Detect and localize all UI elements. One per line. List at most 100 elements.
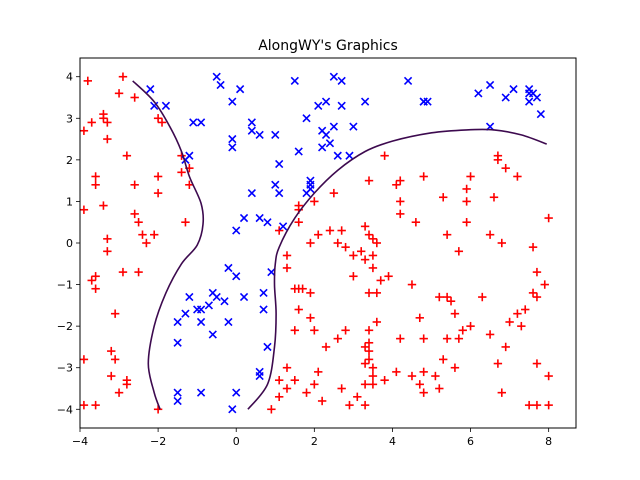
plus-marker bbox=[310, 380, 319, 389]
plus-marker bbox=[314, 367, 323, 377]
plus-marker bbox=[282, 384, 292, 393]
plus-marker bbox=[435, 384, 444, 393]
plus-marker bbox=[521, 305, 530, 314]
y-tick-label: 0 bbox=[66, 237, 73, 250]
plus-marker bbox=[122, 380, 132, 389]
plus-marker bbox=[337, 226, 346, 235]
plus-marker bbox=[501, 163, 510, 173]
plus-marker bbox=[501, 342, 510, 352]
plus-marker bbox=[329, 188, 339, 198]
plus-marker bbox=[310, 326, 319, 335]
x-marker bbox=[255, 371, 264, 381]
plus-marker bbox=[532, 359, 542, 368]
x-marker bbox=[509, 85, 518, 94]
x-marker bbox=[232, 388, 241, 397]
x-marker bbox=[239, 213, 249, 223]
plus-marker bbox=[532, 400, 542, 410]
plot-area bbox=[79, 72, 553, 414]
x-marker bbox=[212, 72, 221, 81]
x-marker bbox=[329, 122, 338, 131]
x-marker bbox=[278, 222, 288, 231]
plus-marker bbox=[532, 292, 542, 302]
plus-marker bbox=[290, 375, 300, 385]
plus-marker bbox=[341, 242, 350, 252]
x-marker bbox=[216, 80, 225, 90]
plus-marker bbox=[306, 313, 315, 323]
plus-marker bbox=[118, 72, 128, 81]
y-tick-label: −4 bbox=[57, 403, 73, 416]
x-marker bbox=[239, 292, 249, 302]
plus-marker bbox=[325, 226, 335, 235]
x-marker bbox=[532, 93, 542, 102]
x-marker bbox=[337, 76, 346, 86]
x-tick-label: −4 bbox=[72, 435, 88, 448]
x-marker bbox=[224, 263, 233, 273]
plus-marker bbox=[442, 292, 452, 302]
x-tick-label: 0 bbox=[233, 435, 240, 448]
x-marker bbox=[337, 101, 346, 110]
plus-marker bbox=[294, 218, 303, 227]
plus-marker bbox=[419, 367, 428, 377]
plus-marker bbox=[396, 209, 405, 219]
plus-marker bbox=[485, 230, 495, 239]
plus-marker bbox=[153, 405, 163, 414]
y-tick-label: −1 bbox=[57, 279, 73, 292]
plus-marker bbox=[364, 326, 374, 335]
plus-marker bbox=[372, 317, 382, 327]
plus-marker bbox=[294, 201, 303, 210]
plus-marker bbox=[517, 321, 526, 331]
plus-marker bbox=[99, 201, 108, 210]
plus-marker bbox=[497, 238, 506, 248]
plus-marker bbox=[364, 355, 374, 364]
x-marker bbox=[263, 342, 272, 352]
plus-marker bbox=[454, 334, 464, 343]
x-marker bbox=[255, 130, 264, 140]
plus-marker bbox=[368, 251, 378, 260]
plus-marker bbox=[450, 309, 460, 318]
x-marker bbox=[220, 297, 229, 306]
plus-marker bbox=[317, 396, 327, 406]
x-marker bbox=[235, 85, 245, 94]
x-marker bbox=[267, 267, 276, 277]
x-marker bbox=[204, 301, 214, 310]
plus-marker bbox=[368, 380, 378, 389]
x-tick-label: −2 bbox=[150, 435, 166, 448]
plus-marker bbox=[138, 230, 147, 239]
plus-marker bbox=[462, 218, 471, 227]
plus-marker bbox=[282, 263, 292, 273]
plus-marker bbox=[274, 375, 284, 385]
plus-marker bbox=[372, 238, 382, 248]
plus-marker bbox=[274, 226, 284, 235]
x-tick-label: 2 bbox=[311, 435, 318, 448]
y-tick-label: −2 bbox=[57, 320, 73, 333]
plus-marker bbox=[364, 176, 374, 185]
plus-marker bbox=[360, 400, 370, 410]
plus-marker bbox=[267, 405, 276, 414]
plus-marker bbox=[419, 388, 428, 397]
plus-marker bbox=[364, 288, 374, 298]
plus-marker bbox=[333, 334, 342, 343]
y-tick-label: 4 bbox=[66, 71, 73, 84]
plus-marker bbox=[103, 118, 112, 127]
plus-marker bbox=[419, 172, 428, 181]
x-marker bbox=[247, 188, 256, 198]
plus-marker bbox=[396, 176, 405, 185]
plus-marker bbox=[310, 197, 319, 206]
y-axis: −4 −3 −2 −1 0 1 2 3 4 bbox=[57, 71, 80, 416]
x-marker bbox=[333, 151, 342, 160]
plus-marker bbox=[419, 334, 428, 343]
decision-boundary-right bbox=[247, 128, 547, 410]
plus-marker bbox=[454, 247, 464, 256]
plus-marker bbox=[130, 93, 139, 102]
plus-marker bbox=[450, 363, 460, 372]
plus-marker bbox=[122, 151, 132, 160]
plus-marker bbox=[91, 272, 100, 281]
x-marker bbox=[228, 134, 237, 144]
plus-marker bbox=[103, 234, 112, 244]
plus-marker bbox=[99, 114, 108, 123]
x-marker bbox=[501, 93, 510, 102]
x-marker bbox=[196, 118, 206, 127]
plus-marker bbox=[540, 280, 549, 289]
plus-marker bbox=[134, 218, 143, 227]
